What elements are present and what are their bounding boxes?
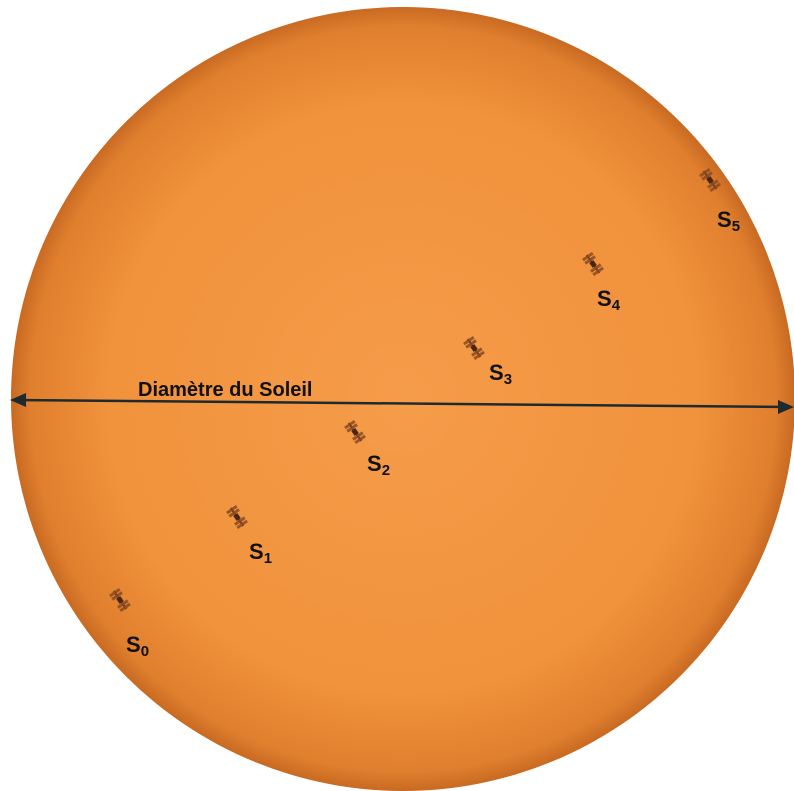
position-letter: S: [489, 360, 504, 385]
position-letter: S: [717, 207, 732, 232]
position-letter: S: [249, 539, 264, 564]
diameter-label: Diamètre du Soleil: [138, 379, 313, 401]
position-subscript: 5: [732, 218, 740, 235]
position-subscript: 0: [141, 643, 149, 660]
position-subscript: 2: [382, 462, 390, 479]
position-letter: S: [126, 632, 141, 657]
position-subscript: 4: [612, 297, 621, 314]
sun-transit-image: Diamètre du Soleil S0S1S2S3S4S5: [0, 0, 794, 791]
sun-disk: [11, 7, 794, 791]
position-letter: S: [367, 451, 382, 476]
position-subscript: 1: [264, 550, 272, 567]
position-letter: S: [597, 286, 612, 311]
position-subscript: 3: [504, 371, 512, 388]
